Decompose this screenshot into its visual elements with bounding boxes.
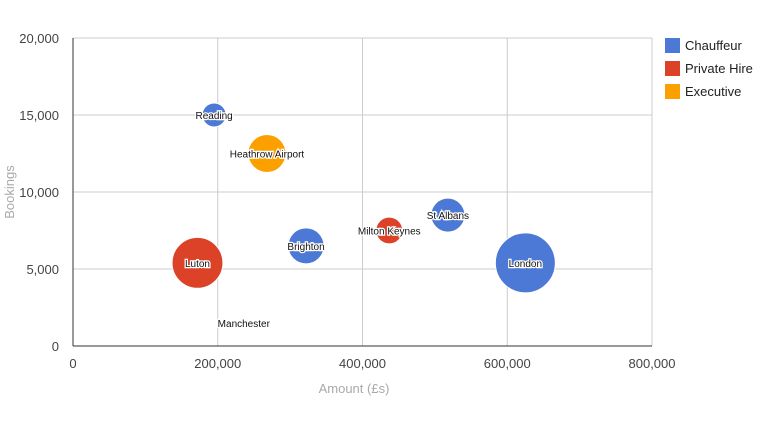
y-tick-label: 0	[52, 339, 59, 354]
y-tick-label: 15,000	[19, 108, 59, 123]
y-tick-label: 20,000	[19, 31, 59, 46]
x-tick-label: 0	[69, 356, 76, 371]
bubble-label-layer: Reading Heathrow Airport St Albans Milton K…	[184, 110, 544, 331]
bubble-label: Manchester	[218, 319, 271, 330]
bubble-label: Heathrow Airport	[230, 150, 305, 161]
legend-swatch	[665, 38, 680, 53]
bubble-heathrow-airport	[247, 134, 287, 173]
grid-layer	[73, 37, 653, 346]
y-axis-title: Bookings	[2, 165, 17, 219]
x-tick-label: 800,000	[629, 356, 676, 371]
bubble-reading	[201, 102, 227, 128]
legend-label: Chauffeur	[685, 38, 743, 53]
legend-label: Executive	[685, 84, 741, 99]
bubble-st-albans	[430, 197, 466, 233]
bubble-label: Reading	[195, 111, 232, 122]
y-tick-label: 5,000	[26, 262, 59, 277]
legend: Chauffeur Private Hire Executive	[665, 38, 753, 99]
bubble-label: Brighton	[287, 242, 324, 253]
legend-swatch	[665, 84, 680, 99]
y-tick-label: 10,000	[19, 185, 59, 200]
bubble-london	[494, 232, 556, 294]
bubble-label: Milton Keynes	[358, 227, 421, 238]
bubble-layer	[171, 102, 556, 294]
legend-label: Private Hire	[685, 61, 753, 76]
axis-layer: 0 200,000 400,000 600,000 800,000 0 5,000 10,00…	[19, 31, 675, 371]
bubble-label: St Albans	[427, 211, 469, 222]
bubble-brighton	[287, 227, 325, 265]
x-axis-title: Amount (£s)	[319, 381, 390, 396]
legend-swatch	[665, 61, 680, 76]
x-tick-label: 400,000	[339, 356, 386, 371]
x-tick-label: 600,000	[484, 356, 531, 371]
x-tick-label: 200,000	[194, 356, 241, 371]
bubble-label: Luton	[185, 259, 210, 270]
bubble-label: London	[509, 259, 542, 270]
bubble-milton-keynes	[375, 216, 404, 245]
bubble-luton	[171, 236, 224, 289]
